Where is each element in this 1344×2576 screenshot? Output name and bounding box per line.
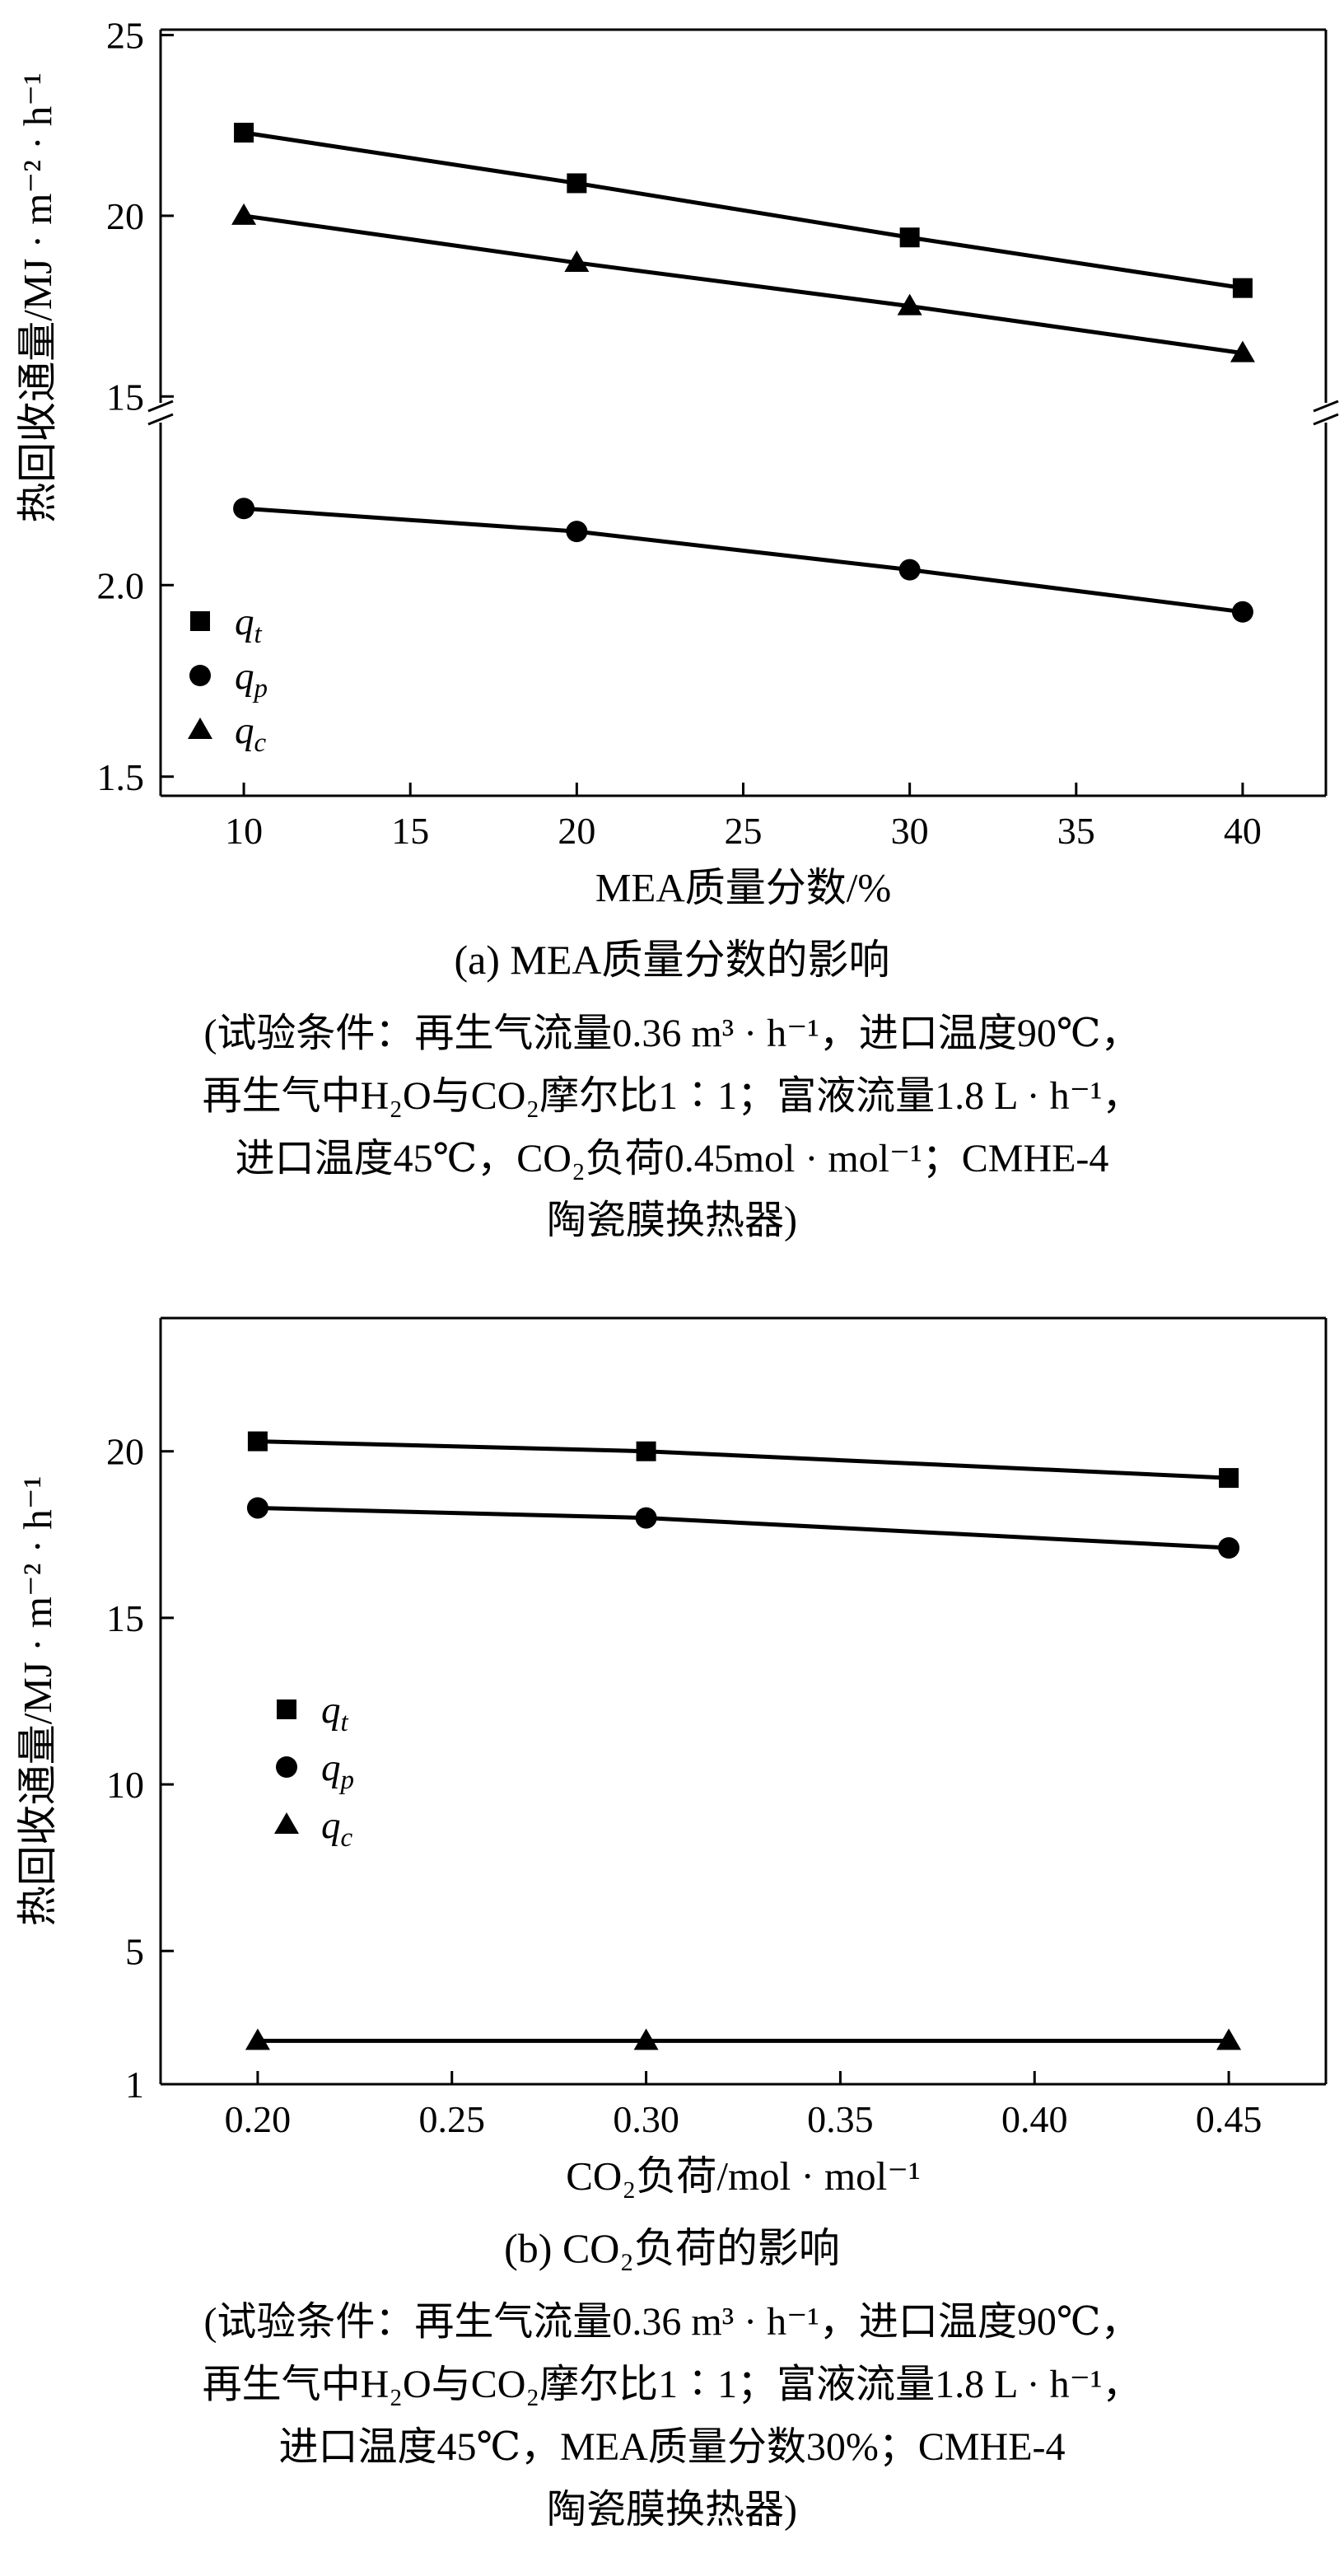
x-tick-label: 0.25 xyxy=(419,2098,486,2140)
legend-qc-label: qc xyxy=(235,709,267,758)
series-qp-marker xyxy=(1218,1537,1240,1559)
x-tick-label: 0.30 xyxy=(613,2098,679,2140)
x-tick-label: 0.35 xyxy=(807,2098,874,2140)
legend-qc-marker xyxy=(188,718,212,739)
legend-qt-marker xyxy=(190,611,210,631)
x-axis-label: CO₂负荷/mol · mol⁻¹ xyxy=(566,2153,921,2199)
x-tick-label: 30 xyxy=(891,810,929,852)
legend-qp-subscript: p xyxy=(339,1765,355,1795)
series-qt-marker xyxy=(247,1431,268,1452)
x-tick-label: 0.45 xyxy=(1196,2098,1262,2140)
legend-qt-label: qt xyxy=(321,1689,349,1737)
legend-qp-label: qp xyxy=(321,1746,354,1795)
series-qc-marker xyxy=(231,203,257,225)
axis-break-mark xyxy=(147,413,174,426)
series-qp-line xyxy=(243,506,1244,615)
series-qt-line xyxy=(243,130,1244,291)
y-tick-label: 10 xyxy=(106,1764,144,1806)
figure-a: 25 20 15 2.0 1.5 10 15 20 25 30 35 40 MEA质量分数/% 热回收通量… xyxy=(0,5,1344,1252)
chart-a-conditions: (试验条件：再生气流量0.36 m³ · h⁻¹，进口温度90℃， 再生气中H₂… xyxy=(0,1003,1344,1252)
legend-qp-marker xyxy=(189,665,211,686)
legend-qc-label: qc xyxy=(321,1804,353,1853)
chart-a-conditions-line-1: (试验条件：再生气流量0.36 m³ · h⁻¹，进口温度90℃， xyxy=(203,1012,1141,1055)
x-tick-label: 35 xyxy=(1057,810,1095,852)
series-qt-marker xyxy=(1219,1468,1239,1489)
x-tick-label: 20 xyxy=(558,810,595,852)
axis-break-mark xyxy=(1313,400,1339,413)
series-qt-marker xyxy=(234,123,254,143)
figure-b: 20 15 10 5 1 0.20 0.25 0.30 0.35 0.40 0.45 CO₂负荷/mo… xyxy=(0,1293,1344,2541)
y-tick-label: 1.5 xyxy=(97,756,145,798)
chart-a-canvas: 25 20 15 2.0 1.5 10 15 20 25 30 35 40 MEA质量分数/% 热回收通量… xyxy=(15,15,1339,910)
series-qc-marker xyxy=(1230,340,1255,362)
y-tick-label: 20 xyxy=(106,195,144,237)
axis-break-mark xyxy=(1313,413,1339,426)
series-qp-marker xyxy=(246,1497,268,1519)
series-qc-marker xyxy=(564,250,590,272)
series-qp-marker xyxy=(1231,601,1253,623)
y-tick-label: 1 xyxy=(125,2064,144,2106)
legend-qp-subscript: p xyxy=(253,674,268,704)
x-tick-label: 15 xyxy=(391,810,429,852)
chart-b-conditions: (试验条件：再生气流量0.36 m³ · h⁻¹，进口温度90℃， 再生气中H₂… xyxy=(0,2291,1344,2541)
legend-qp-label: qp xyxy=(235,655,268,704)
x-tick-label: 10 xyxy=(225,810,263,852)
figure-page: 25 20 15 2.0 1.5 10 15 20 25 30 35 40 MEA质量分数/% 热回收通量… xyxy=(0,5,1344,2541)
legend-qc-marker xyxy=(274,1812,299,1835)
series-qc-marker xyxy=(1216,2028,1242,2050)
series-qp-line xyxy=(257,1506,1230,1550)
chart-a-conditions-line-3: 进口温度45℃，CO₂负荷0.45mol · mol⁻¹；CMHE-4 xyxy=(235,1136,1109,1180)
y-axis-label: 热回收通量/MJ · m⁻² · h⁻¹ xyxy=(15,1476,60,1927)
legend-qt-subscript: t xyxy=(341,1708,349,1737)
x-tick-label: 25 xyxy=(725,810,763,852)
y-tick-label: 25 xyxy=(106,15,144,57)
x-tick-label: 0.40 xyxy=(1001,2098,1068,2140)
series-qp-marker xyxy=(635,1507,657,1529)
series-qt-marker xyxy=(567,173,587,194)
series-qt-marker xyxy=(636,1442,656,1462)
series-qc-marker xyxy=(245,2028,270,2050)
chart-b-caption: (b) CO₂负荷的影响 xyxy=(504,2225,840,2272)
legend-qt-subscript: t xyxy=(254,619,263,649)
chart-b-canvas: 20 15 10 5 1 0.20 0.25 0.30 0.35 0.40 0.45 CO₂负荷/mo… xyxy=(15,1316,1328,2199)
series-qc-marker xyxy=(633,2028,659,2050)
y-axis-label: 热回收通量/MJ · m⁻² · h⁻¹ xyxy=(15,72,60,523)
legend-qp-marker xyxy=(276,1756,297,1779)
series-qc-line xyxy=(243,213,1244,356)
series-qt-marker xyxy=(899,227,920,248)
series-qp-marker xyxy=(898,559,921,581)
x-tick-label: 40 xyxy=(1224,810,1262,852)
legend-qc-subscript: c xyxy=(254,728,267,758)
chart-b-conditions-line-1: (试验条件：再生气流量0.36 m³ · h⁻¹，进口温度90℃， xyxy=(203,2300,1141,2345)
axis-break-mark xyxy=(147,400,174,413)
legend-qt-label: qt xyxy=(235,601,263,649)
y-tick-label: 5 xyxy=(125,1931,144,1973)
y-tick-label: 15 xyxy=(106,376,144,418)
legend-qt-marker xyxy=(277,1699,296,1720)
y-tick-label: 20 xyxy=(106,1431,144,1473)
x-tick-label: 0.20 xyxy=(225,2098,292,2140)
series-qt-line xyxy=(257,1439,1230,1480)
chart-b-conditions-line-4: 陶瓷膜换热器) xyxy=(547,2487,797,2532)
y-tick-label: 15 xyxy=(106,1597,144,1639)
chart-b-conditions-line-3: 进口温度45℃，MEA质量分数30%；CMHE-4 xyxy=(278,2424,1066,2469)
chart-b-conditions-line-2: 再生气中H₂O与CO₂摩尔比1∶1；富液流量1.8 L · h⁻¹， xyxy=(202,2363,1142,2407)
legend-qc-subscript: c xyxy=(341,1823,353,1853)
y-tick-label: 2.0 xyxy=(97,564,145,606)
series-qt-marker xyxy=(1232,278,1253,298)
chart-a-conditions-line-2: 再生气中H₂O与CO₂摩尔比1∶1；富液流量1.8 L · h⁻¹， xyxy=(202,1073,1142,1118)
chart-a-caption: (a) MEA质量分数的影响 xyxy=(454,937,890,983)
series-qp-marker xyxy=(566,521,588,543)
chart-a-conditions-line-4: 陶瓷膜换热器) xyxy=(547,1199,797,1243)
x-axis-label: MEA质量分数/% xyxy=(595,865,891,910)
series-qc-marker xyxy=(897,293,922,316)
series-qp-marker xyxy=(233,498,255,520)
